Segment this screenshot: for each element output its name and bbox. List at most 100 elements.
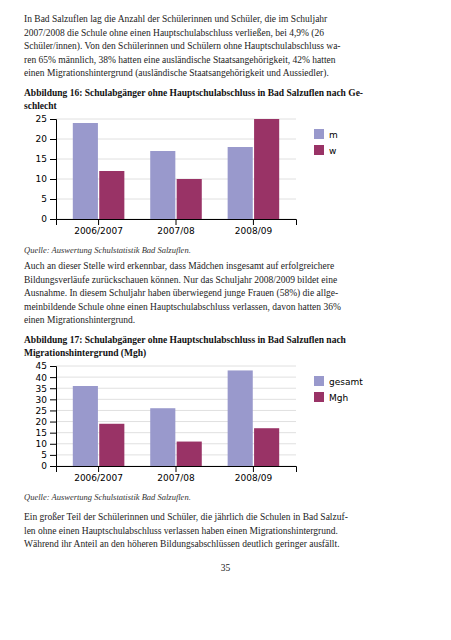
grid-line	[56, 366, 296, 367]
tick-mark	[98, 219, 99, 225]
tick-label: 30	[36, 395, 48, 405]
tick-label: 2006/2007	[74, 226, 123, 236]
tick: 45	[36, 361, 56, 371]
tick-label: 15	[36, 428, 47, 438]
tick-label: 40	[36, 372, 48, 382]
legend-item: gesamt	[314, 376, 363, 387]
tick: 25	[36, 406, 56, 416]
legend-item: m	[314, 129, 338, 140]
tick: 5	[41, 194, 56, 204]
paragraph: Auch an dieser Stelle wird erkennbar, da…	[24, 261, 341, 325]
tick-mark	[50, 422, 56, 423]
tick-mark	[50, 366, 56, 367]
bar	[99, 171, 124, 219]
legend-label: w	[329, 146, 336, 156]
legend-item: Mgh	[314, 392, 348, 403]
y-axis: 05101520253035 4045	[36, 361, 57, 471]
legend-swatch	[314, 129, 324, 139]
tick-label: 5	[41, 450, 47, 460]
tick: 2008/09	[235, 219, 273, 236]
bar	[254, 428, 279, 466]
legend-item: w	[314, 145, 336, 156]
tick: 20	[36, 134, 56, 144]
y-axis: 0 5 10 15 20 25	[36, 114, 57, 224]
tick-mark	[50, 444, 56, 445]
tick: 2007/08	[157, 466, 195, 483]
tick-mark	[50, 455, 56, 456]
bar	[254, 119, 279, 219]
tick-mark	[50, 199, 56, 200]
text-line: ren 65% männlich, 38% hatten eine auslän…	[24, 55, 336, 65]
tick: 15	[36, 154, 56, 164]
tick-label: 25	[36, 114, 47, 124]
legend-swatch	[314, 376, 324, 386]
tick-label: 2008/09	[235, 473, 273, 483]
tick-mark	[253, 219, 254, 225]
tick: 0	[41, 461, 56, 471]
legend: gesamt Mgh	[314, 376, 363, 403]
tick-mark	[50, 139, 56, 140]
text-line: Während ihr Anteil an den höheren Bildun…	[24, 539, 340, 549]
tick: 0	[41, 214, 56, 224]
text-line: einen Migrationshintergrund.	[24, 315, 135, 325]
text-line: Ausnahme. In diesem Schuljahr haben über…	[24, 288, 338, 299]
tick-label: 2007/08	[157, 226, 195, 236]
tick: 20	[36, 417, 56, 427]
text-line: 2007/2008 die Schule ohne einen Hauptsch…	[24, 28, 324, 39]
tick-label: 2008/09	[235, 226, 273, 236]
tick: 40	[36, 372, 56, 382]
text-line: Schüler/innen). Von den Schülerinnen und…	[24, 41, 341, 52]
text-line: len ohne einen Hauptschulabschluss verla…	[24, 526, 338, 536]
legend-swatch	[314, 145, 324, 155]
tick: 2008/09	[235, 466, 273, 483]
tick-label: 20	[36, 417, 48, 427]
tick: 30	[36, 395, 56, 405]
bar	[73, 386, 98, 466]
axis-line	[50, 367, 57, 467]
tick: 2007/08	[157, 219, 195, 236]
axis-line	[57, 220, 297, 226]
bar	[150, 408, 175, 466]
axis-line	[57, 467, 297, 473]
tick-label: 2007/08	[157, 473, 195, 483]
legend: mw	[314, 129, 338, 156]
tick-label: 35	[36, 384, 47, 394]
x-axis: 2006/20072007/082008/09	[57, 466, 297, 483]
bars	[73, 370, 279, 466]
grid	[56, 119, 296, 219]
text-line: einen Migrationshintergrund (ausländisch…	[24, 68, 329, 79]
legend-label: Mgh	[329, 393, 348, 403]
tick: 5	[41, 450, 56, 460]
page-number: 35	[221, 563, 231, 573]
bar	[99, 424, 124, 466]
tick: 25	[36, 114, 56, 124]
tick-mark	[50, 466, 56, 467]
text-line: Abbildung 16: Schulabgänger ohne Hauptsc…	[24, 88, 363, 98]
legend-label: gesamt	[329, 377, 363, 387]
tick-mark	[50, 388, 56, 389]
tick: 10	[36, 174, 56, 184]
tick-label: 10	[36, 174, 48, 184]
legend-label: m	[329, 130, 338, 140]
chart-title: Abbildung 17: Schulabgänger ohne Hauptsc…	[24, 335, 347, 359]
text-line: Auch an dieser Stelle wird erkennbar, da…	[24, 261, 334, 271]
tick-label: 15	[36, 154, 47, 164]
x-axis: 2006/2007 2007/08 2008/09	[57, 219, 297, 236]
tick-mark	[50, 399, 56, 400]
text-line: Abbildung 17: Schulabgänger ohne Hauptsc…	[24, 335, 347, 345]
text-line: Bildungsverläufe zurückschauen können. N…	[24, 275, 337, 285]
axis-line	[50, 120, 57, 220]
tick-label: 20	[36, 134, 48, 144]
legend-swatch	[314, 392, 324, 402]
text-line: Ein großer Teil der Schülerinnen und Sch…	[24, 512, 348, 522]
tick: 15	[36, 428, 56, 438]
source: Quelle: Auswertung Schulstatistik Bad Sa…	[24, 492, 191, 502]
tick-mark	[50, 219, 56, 220]
tick-mark	[50, 159, 56, 160]
tick: 10	[36, 439, 56, 449]
tick-label: 0	[41, 461, 47, 471]
text-line: meinbildende Schule ohne einen Hauptschu…	[24, 302, 341, 312]
tick-mark	[50, 377, 56, 378]
grid	[56, 366, 296, 466]
tick-mark	[50, 179, 56, 180]
